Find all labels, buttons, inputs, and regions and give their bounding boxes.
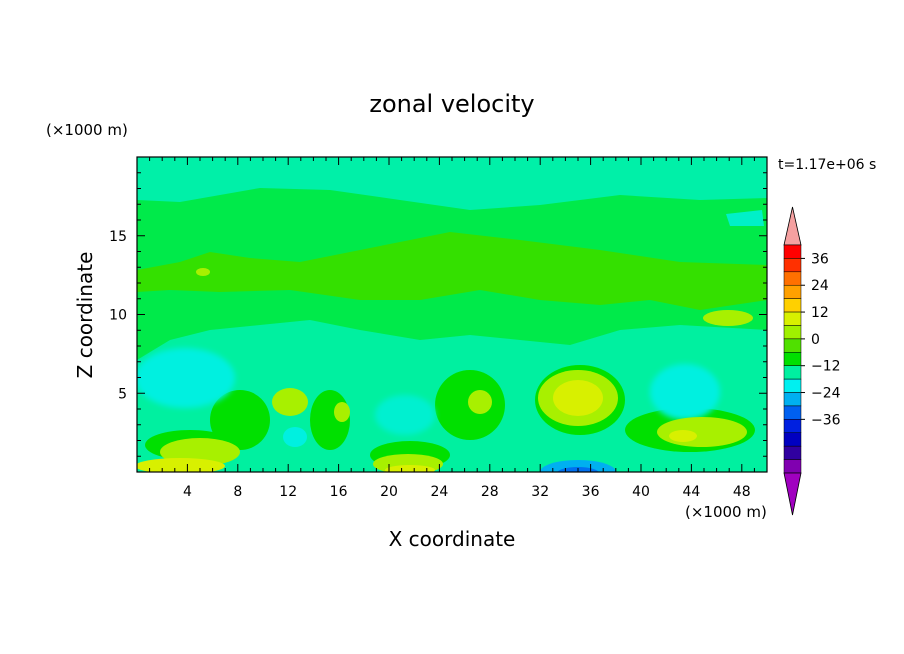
- colorbar-segment: [783, 298, 802, 313]
- y-unit-label: (×1000 m): [46, 121, 128, 139]
- colorbar-segment: [783, 378, 802, 393]
- x-tick-label: 4: [183, 484, 192, 500]
- contour-blue-patch: [540, 460, 616, 472]
- chart-title: zonal velocity: [369, 90, 534, 118]
- contour-cyan-patch: [650, 364, 720, 420]
- colorbar-label: 24: [811, 278, 829, 294]
- x-tick-label: 16: [330, 484, 348, 500]
- y-tick-label: 15: [109, 229, 127, 245]
- x-tick-label: 40: [632, 484, 650, 500]
- contour-upper-band: [137, 157, 767, 210]
- colorbar-segment: [783, 392, 802, 407]
- y-tick-label: 10: [109, 308, 127, 324]
- x-axis-label: X coordinate: [389, 527, 516, 551]
- contour-yellow-patch: [272, 388, 308, 416]
- colorbar-label: −24: [811, 386, 841, 402]
- contour-yellow-patch: [137, 458, 225, 472]
- contour-yellow-patch: [334, 402, 350, 422]
- x-tick-label: 44: [682, 484, 700, 500]
- colorbar-segment: [783, 405, 802, 420]
- colorbar-label: 0: [811, 332, 820, 348]
- colorbar-segment: [783, 244, 802, 259]
- y-axis: 5 10 15: [109, 172, 767, 457]
- colorbar-segment: [783, 258, 802, 273]
- colorbar-label: 12: [811, 305, 829, 321]
- contour-yellow-patch: [385, 465, 435, 472]
- contour-yellow-patch: [669, 430, 697, 442]
- contour-yellow-patch: [468, 390, 492, 414]
- x-tick-label: 8: [233, 484, 242, 500]
- colorbar-segment: [783, 311, 802, 326]
- x-tick-label: 32: [531, 484, 549, 500]
- x-tick-label: 24: [430, 484, 448, 500]
- colorbar-segment: [783, 284, 802, 299]
- colorbar-segment: [783, 271, 802, 286]
- time-label: t=1.17e+06 s: [778, 157, 876, 173]
- colorbar-label: −12: [811, 359, 841, 375]
- y-axis-label: Z coordinate: [73, 252, 97, 379]
- x-tick-label: 36: [582, 484, 600, 500]
- contour-upper-patch: [726, 210, 764, 226]
- contour-mid-band: [137, 232, 767, 310]
- x-unit-label: (×1000 m): [685, 503, 767, 521]
- colorbar-segment: [783, 365, 802, 380]
- x-tick-label: 20: [380, 484, 398, 500]
- y-tick-label: 5: [118, 386, 127, 402]
- colorbar-label: −36: [811, 412, 841, 428]
- contour-cyan-patch: [283, 427, 307, 447]
- plot-area: [137, 157, 767, 480]
- contour-green-blob: [210, 390, 270, 450]
- contour-yellow-patch: [703, 310, 753, 326]
- colorbar-label: 36: [811, 251, 829, 267]
- x-axis: 4 8 12 16 20 24 28 32 36 40 44 48: [149, 157, 755, 500]
- colorbar-segment: [783, 325, 802, 340]
- x-tick-label: 12: [279, 484, 297, 500]
- colorbar-segment: [783, 445, 802, 460]
- colorbar-segment: [783, 419, 802, 434]
- colorbar-segment: [783, 338, 802, 353]
- x-tick-label: 48: [733, 484, 751, 500]
- contour-yellow-patch: [196, 268, 210, 276]
- contour-blue-patch: [566, 472, 590, 480]
- colorbar-segment: [783, 459, 802, 474]
- colorbar-top-triangle: [783, 206, 802, 246]
- colorbar-bottom-triangle: [783, 472, 802, 516]
- colorbar-segment: [783, 352, 802, 366]
- contour-yellow-patch: [657, 417, 747, 447]
- contour-yellow-patch: [553, 380, 603, 416]
- contour-cyan-patch: [137, 348, 235, 408]
- colorbar-segment: [783, 432, 802, 447]
- colorbar: 36 24 12 0 −12 −24 −36: [783, 206, 841, 516]
- contour-cyan-patch: [375, 395, 435, 435]
- x-tick-label: 28: [481, 484, 499, 500]
